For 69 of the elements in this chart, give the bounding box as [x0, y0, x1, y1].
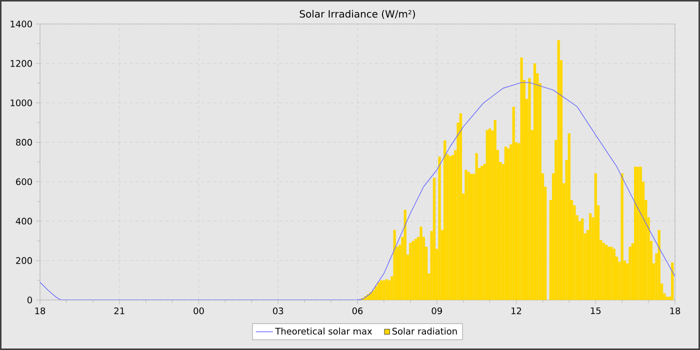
- y-tick-label: 0: [27, 296, 32, 304]
- bar: [557, 40, 560, 300]
- x-tick-label: 18: [670, 307, 680, 314]
- bar: [432, 178, 436, 300]
- legend-label: Theoretical solar max: [275, 328, 372, 335]
- bar: [374, 286, 378, 300]
- bar: [470, 174, 473, 300]
- bar: [443, 140, 446, 300]
- x-tick-label: 15: [590, 307, 601, 314]
- bar: [589, 213, 592, 300]
- bar: [459, 113, 462, 300]
- bar: [639, 166, 642, 300]
- bar: [382, 280, 386, 300]
- bar: [594, 173, 597, 300]
- y-tick-label: 800: [16, 138, 32, 146]
- bar: [385, 279, 388, 300]
- bar: [602, 242, 605, 300]
- bar: [628, 246, 632, 300]
- bar: [504, 146, 507, 300]
- x-tick-label: 18: [35, 307, 46, 314]
- bar: [438, 156, 441, 300]
- y-tick-label: 1400: [10, 20, 32, 28]
- bar: [414, 238, 418, 300]
- x-tick-label: 03: [273, 307, 284, 314]
- legend-label: Solar radiation: [392, 328, 457, 335]
- x-tick-label: 00: [194, 307, 204, 314]
- bar: [658, 230, 660, 300]
- bar: [608, 246, 610, 300]
- y-tick-label: 400: [16, 218, 32, 225]
- bar: [488, 128, 492, 300]
- bar: [480, 166, 484, 300]
- bar: [533, 63, 536, 300]
- bar: [393, 230, 396, 300]
- bar: [568, 133, 570, 300]
- x-tick-label: 06: [352, 307, 363, 314]
- bar: [604, 244, 608, 300]
- bar: [486, 130, 488, 300]
- y-tick-label: 1200: [10, 60, 32, 67]
- bar: [372, 290, 375, 300]
- bar: [520, 58, 523, 300]
- bar: [420, 226, 422, 300]
- bar: [494, 120, 496, 300]
- bar: [404, 210, 406, 300]
- x-tick-label: 21: [114, 307, 124, 314]
- bar: [671, 262, 674, 300]
- bar: [610, 246, 613, 300]
- bar: [581, 218, 584, 300]
- bar: [636, 166, 640, 300]
- bar: [612, 248, 616, 300]
- bar: [512, 106, 515, 300]
- bar: [412, 240, 414, 300]
- bar: [475, 153, 478, 300]
- bar: [506, 148, 510, 300]
- bar: [464, 170, 468, 300]
- bar: [467, 172, 470, 300]
- bar: [448, 156, 452, 300]
- y-tick-label: 200: [16, 257, 32, 264]
- bar: [380, 280, 383, 300]
- x-tick-label: 09: [432, 307, 442, 314]
- bar: [666, 296, 668, 300]
- bar: [620, 173, 624, 300]
- bar: [409, 242, 412, 300]
- y-tick-label: 600: [16, 178, 32, 186]
- bar: [528, 78, 531, 300]
- chart-title: Solar Irradiance (W/m²): [300, 10, 415, 19]
- bar: [634, 166, 637, 300]
- bar: [377, 282, 380, 300]
- x-tick-label: 12: [512, 307, 522, 314]
- y-tick-label: 1000: [10, 99, 32, 106]
